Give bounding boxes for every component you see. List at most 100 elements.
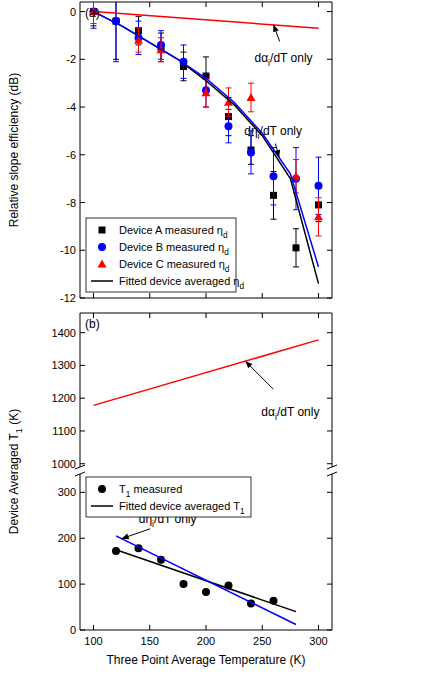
legend-swatch [99,227,106,234]
axis-break [75,465,337,476]
y-tick-label: 100 [58,578,76,590]
arrow-line [274,25,280,42]
legend-label: Fitted device averaged ηd [119,275,244,291]
title: (a) [85,6,100,20]
break-mark [327,465,337,469]
y-tick [327,250,332,251]
point [292,172,301,180]
error-cap [248,83,254,84]
legend-label: T1 measured [119,483,182,499]
error-cap [203,73,209,74]
error-cap [158,37,164,38]
error-cap [158,30,164,31]
point [247,148,255,156]
point [202,588,210,596]
y-tick [327,492,332,493]
x-tick [149,313,150,318]
error-cap [113,61,119,62]
error-cap [271,219,277,220]
error-bar [113,2,119,62]
legend-label: Device B measured ηd [119,241,229,257]
x-tick [206,625,207,630]
point [225,122,233,130]
error-cap [293,266,299,267]
y-tick-label: -4 [66,101,76,113]
axis-line [80,313,81,467]
y-tick [80,59,85,60]
error-cap [136,52,142,53]
line [94,12,319,267]
arrow-line [245,361,273,389]
axis-line [332,313,333,467]
x-tick [206,313,207,318]
legend-swatch [98,260,107,268]
y-tick [80,630,85,631]
line [94,12,319,29]
annotation-arrow [274,144,280,158]
y-tick [327,630,332,631]
y-tick [327,538,332,539]
legend-swatch [98,485,106,493]
y-tick-label: -10 [60,244,76,256]
legend-label: Device C measured ηd [119,258,230,274]
x-tick [262,313,263,318]
y-tick-label: 1000 [52,458,76,470]
break-mark [75,472,85,476]
annotation: dηi/dT only [244,124,302,141]
x-tick-label: 300 [309,635,327,647]
error-cap [316,197,322,198]
y-tick-label: 0 [70,6,76,18]
x-tick-label: 250 [253,635,271,647]
y-tick [80,298,85,299]
y-tick [327,107,332,108]
y-tick [327,463,332,464]
y-tick-label: -8 [66,197,76,209]
legend-swatch [91,505,113,507]
y-tick [327,202,332,203]
y-axis-label: Relative slope efficiency (dB) [7,73,21,228]
y-tick [80,202,85,203]
y-tick [80,463,85,464]
x-tick [149,2,150,7]
y-tick [80,154,85,155]
y-tick [327,430,332,431]
figure: 0-2-4-6-8-10-12dαi/dT onlydηi/dT only(a)… [0,0,441,678]
y-tick [80,365,85,366]
line [94,12,319,284]
x-tick [262,293,263,298]
legend-swatch [98,243,106,251]
y-tick-label: 1100 [52,425,76,437]
annotation-arrow [273,25,280,42]
y-tick-label: 1400 [52,327,76,339]
y-tick [80,584,85,585]
y-tick [327,59,332,60]
y-tick [327,298,332,299]
point [315,182,323,190]
x-tick [262,625,263,630]
frame [80,474,332,630]
error-cap [271,204,277,205]
error-cap [226,116,232,117]
x-tick [318,293,319,298]
error-cap [226,142,232,143]
legend-box [86,477,251,517]
legend [86,477,251,517]
break-mark [327,472,337,476]
x-tick-label: 100 [84,635,102,647]
error-cap [181,80,187,81]
error-cap [316,235,322,236]
error-cap [91,28,97,29]
x-tick [318,313,319,318]
y-tick [327,584,332,585]
x-tick [206,2,207,7]
annotation: dαi/dT only [261,405,319,422]
x-tick-label: 200 [197,635,215,647]
axis-line [332,2,333,298]
x-axis-label: Three Point Average Temperature (K) [107,653,306,667]
legend-label: Fitted device averaged T1 [119,500,245,516]
frame [80,313,332,467]
point [270,172,278,180]
point [314,212,323,220]
x-tick [206,293,207,298]
error-bar [293,229,299,267]
